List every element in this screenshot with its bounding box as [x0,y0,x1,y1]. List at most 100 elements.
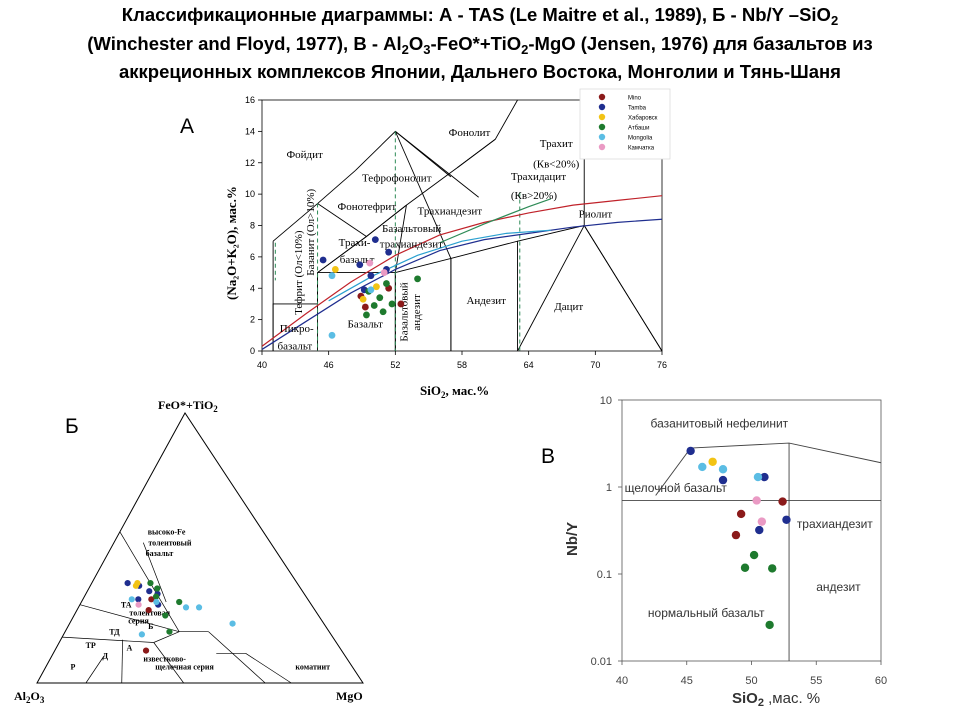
title-line-1: Классификационные диаграммы: А - TAS (Le… [121,4,831,25]
title-line-2-part: O [408,32,424,54]
data-point [383,280,390,287]
field-label: Фонотефрит [338,201,397,213]
data-point [229,620,236,627]
field-boundary [153,631,180,643]
x-tick-label: 64 [524,360,534,370]
x-tick-label: 46 [324,360,334,370]
field-label: Пикро- [280,323,314,335]
field-boundary [457,138,496,168]
data-point [367,286,375,294]
field-boundary [208,631,266,684]
field-label: (Кв<20%) [533,158,580,170]
legend-label: Хабаровск [628,116,658,122]
alkaline-divide-curve [261,218,663,350]
field-label-vertical: Тефрит (Ол<10%) [293,230,305,315]
field-label: коматиит [295,663,330,672]
panel-label-a: А [180,115,194,138]
data-point [385,248,393,256]
field-label-vertical: андезит [411,294,423,331]
field-boundary [517,224,663,352]
field-boundary [317,236,367,273]
legend-label: Камчатка [628,146,655,152]
data-point [414,275,421,283]
field-boundary [85,655,105,684]
field-label: Тефрофонолит [362,173,432,185]
data-point [740,563,750,572]
data-point [134,580,141,587]
y-tick-label: 10 [245,189,255,199]
field-label: Трахи- [339,237,371,249]
field-label: ТД [109,627,120,636]
field-label: базальт [340,254,375,266]
field-label: высоко-Fe [148,528,186,537]
y-tick-label: 0 [250,346,255,356]
data-point [135,601,142,608]
field-label: щелочной базальт [625,481,728,495]
vertex-label-top: FeO*+TiO2 [158,398,218,414]
y-tick-label: 2 [250,315,255,325]
data-point [148,596,155,603]
data-point [718,475,728,485]
field-boundary [79,604,180,633]
field-boundary [317,203,367,237]
field-boundary [355,130,452,178]
title-line-3: аккреционных комплексов Японии, Дальнего… [119,61,841,82]
data-point [371,236,379,244]
title-subscript: 2 [521,41,529,57]
data-point [328,272,336,280]
field-boundary [583,225,663,352]
field-label: толеитовая [129,609,170,618]
data-point [760,472,769,482]
data-point [379,308,387,316]
field-boundary [245,653,292,684]
x-tick-label: 40 [616,675,628,687]
data-point [166,628,173,635]
legend-box [579,88,671,160]
data-point [146,588,153,595]
x-tick-label: 55 [810,675,822,687]
field-label: Риолит [579,209,613,221]
data-point [152,593,160,600]
field-label: Трахит [540,138,573,150]
title-line-2: (Winchester and Floyd, 1977), В - Al [87,32,402,54]
nby-diagram: В 40 45 50 55 60 0.01 0.1 1 10 базанитовый нефел… [541,395,887,709]
data-point [752,496,761,505]
x-tick-label: 76 [657,360,667,370]
field-label: Фойдит [286,149,323,161]
y-tick-label: 16 [245,95,255,105]
field-label: Базальтовый [382,223,441,235]
data-point [331,266,339,273]
tas-y-axis-label: (Na₂O+K₂O), мас.% [224,186,239,300]
data-point [778,497,787,506]
field-boundary [62,636,154,643]
data-point [388,300,396,308]
x-tick-label: 40 [257,360,267,370]
data-point [138,631,145,638]
data-point [361,303,369,311]
legend: Mino Tamba Хабаровск Атбаши Mongolia Камчатка [579,88,671,160]
data-point [319,256,327,264]
data-point [686,446,695,456]
data-point [757,517,767,526]
data-point [128,596,135,603]
field-boundary [655,442,882,496]
field-label: Дацит [554,301,583,313]
field-label: Базальт [348,318,384,330]
data-point [698,462,707,472]
legend-marker [598,113,606,121]
title-line-2-part: -MgO (Jensen, 1976) для базальтов из [528,32,873,54]
alkaline-divide-curve [261,195,663,347]
x-tick-label: 60 [875,675,887,687]
field-label: трахиандезит [797,517,873,531]
legend-marker [598,103,606,111]
vertex-label-right: MgO [336,689,363,703]
data-point [153,598,160,606]
legend-label: Mino [628,96,642,102]
field-label: Д [102,652,108,661]
data-point [753,472,763,482]
data-point [182,604,190,611]
title-subscript: 3 [423,41,431,57]
field-boundary [366,204,407,237]
field-label: толеитовый [148,538,192,547]
